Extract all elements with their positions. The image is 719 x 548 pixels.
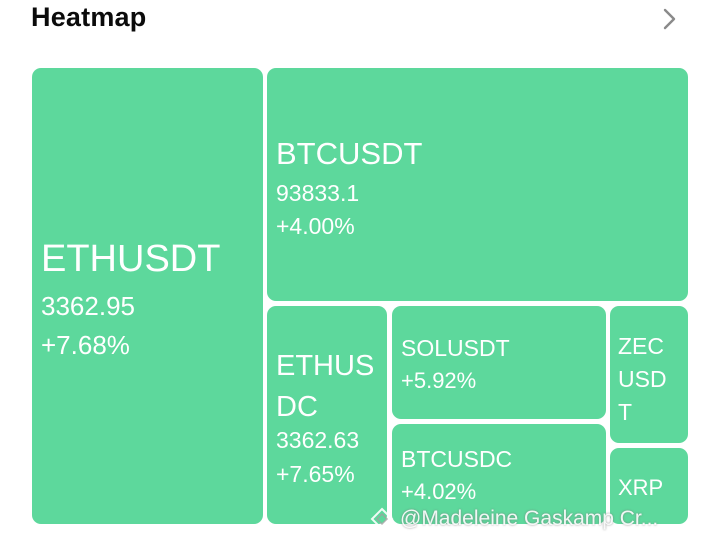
tile-price: 93833.1 — [276, 180, 360, 206]
page-title: Heatmap — [31, 2, 147, 32]
tile-change: +4.00% — [276, 213, 355, 239]
tile-symbol: SOLUSDT — [401, 335, 510, 361]
tile-symbol: XRP — [618, 475, 664, 500]
tile-symbol: ETHUSDT — [41, 238, 221, 280]
watermark: @Madeleine Gaskamp Cr... — [370, 507, 658, 531]
tile-change: +5.92% — [401, 368, 477, 393]
tile-symbol: ETHUS DC — [276, 350, 375, 423]
tile-price: 3362.95 — [41, 291, 135, 321]
heatmap-tile-ethusdt[interactable]: ETHUSDT 3362.95 +7.68% — [32, 68, 263, 524]
heatmap-tile-solusdt[interactable]: SOLUSDT +5.92% — [392, 306, 606, 419]
tile-change: +4.02% — [401, 479, 477, 504]
diamond-logo-icon — [370, 507, 394, 531]
heatmap-tile-zecusdt[interactable]: ZEC USD T — [610, 306, 688, 443]
heatmap-tile-ethusdc[interactable]: ETHUS DC 3362.63 +7.65% — [267, 306, 387, 524]
tile-symbol: BTCUSDC — [401, 446, 513, 472]
watermark-text: @Madeleine Gaskamp Cr... — [400, 507, 659, 530]
tile-symbol: BTCUSDT — [276, 136, 423, 171]
chevron-right-icon[interactable] — [656, 6, 682, 32]
heatmap-tile-btcusdt[interactable]: BTCUSDT 93833.1 +4.00% — [267, 68, 688, 301]
tile-price: 3362.63 — [276, 427, 360, 453]
tile-change: +7.68% — [41, 330, 130, 360]
heatmap-tile-xrp[interactable]: XRP — [610, 448, 688, 524]
heatmap-tile-btcusdc[interactable]: BTCUSDC +4.02% — [392, 424, 606, 524]
tile-symbol: ZEC USD T — [618, 333, 667, 425]
tile-change: +7.65% — [276, 461, 355, 487]
